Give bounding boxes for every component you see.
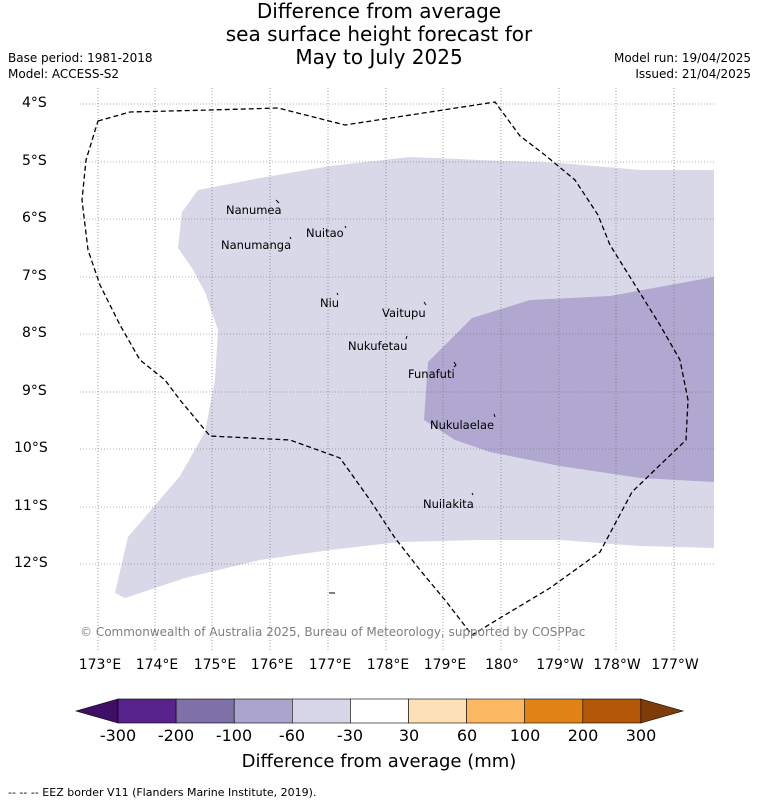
eez-border (81, 101, 689, 636)
lon-label: 177°E (308, 657, 352, 673)
lat-label: 4°S (22, 95, 47, 111)
lon-label: 176°E (250, 657, 294, 673)
lon-label: 180° (485, 657, 519, 673)
chart-title-line2: sea surface height forecast for (225, 22, 533, 46)
colorbar-label: -100 (215, 726, 253, 745)
model-run-text: Model run: 19/04/2025 (613, 51, 751, 65)
map-gridlines (80, 88, 714, 650)
lon-label: 174°E (135, 657, 179, 673)
chart-title-line3: May to July 2025 (295, 45, 463, 69)
lon-label: 175°E (193, 657, 237, 673)
colorbar-segment (582, 698, 642, 724)
island-label-nukufetau: Nukufetau (348, 339, 408, 353)
island-label-vaitupu: Vaitupu (382, 306, 426, 320)
lat-label: 7°S (22, 268, 47, 284)
colorbar-segment (350, 698, 409, 724)
anomaly-region-dark (424, 277, 714, 482)
island-markers (275, 199, 496, 594)
island-label-nukulaelae: Nukulaelae (430, 418, 495, 432)
colorbar-label: -30 (336, 726, 364, 745)
lat-label: 6°S (22, 210, 47, 226)
colorbar-title: Difference from average (mm) (241, 751, 517, 772)
island-label-nanumanga: Nanumanga (221, 238, 292, 252)
lon-label: 178°E (366, 657, 410, 673)
colorbar-segment (233, 698, 293, 724)
chart-title-line1: Difference from average (256, 0, 502, 23)
colorbar-label: -200 (157, 726, 195, 745)
colorbar-label: -60 (278, 726, 306, 745)
lat-label: 11°S (14, 498, 48, 514)
island-label-niu: Niu (320, 296, 340, 310)
lat-label: 12°S (14, 555, 48, 571)
base-period-text: Base period: 1981-2018 (8, 51, 153, 65)
colorbar-segment (117, 698, 177, 724)
colorbar-label: 60 (456, 726, 478, 745)
colorbar-segment (524, 698, 584, 724)
colorbar-label: 200 (567, 726, 599, 745)
issued-text: Issued: 21/04/2025 (635, 67, 751, 81)
lon-label: 179°W (536, 657, 584, 673)
lat-label: 5°S (22, 153, 47, 169)
colorbar-segment (175, 698, 235, 724)
colorbar-label: -300 (99, 726, 137, 745)
colorbar-segment (408, 698, 467, 724)
lat-label: 10°S (14, 440, 48, 456)
lat-label: 9°S (22, 383, 47, 399)
lon-label: 173°E (78, 657, 122, 673)
colorbar-extend-high (640, 698, 685, 724)
colorbar-segment (291, 698, 351, 724)
copyright-text: © Commonwealth of Australia 2025, Bureau… (80, 625, 586, 639)
eez-footnote: -- -- -- EEZ border V11 (Flanders Marine… (8, 786, 317, 799)
colorbar-label: 300 (625, 726, 657, 745)
island-label-nuilakita: Nuilakita (423, 497, 474, 511)
anomaly-region-light (115, 157, 714, 598)
lon-label: 178°W (593, 657, 641, 673)
island-label-funafuti: Funafuti (408, 367, 455, 381)
colorbar-extend-low (74, 698, 119, 724)
colorbar-segment (466, 698, 526, 724)
colorbar-label: 100 (509, 726, 541, 745)
lon-label: 177°W (651, 657, 699, 673)
island-label-nuitao: Nuitao (306, 226, 344, 240)
island-label-nanumea: Nanumea (226, 203, 282, 217)
lat-label: 8°S (22, 325, 47, 341)
lon-label: 179°E (423, 657, 467, 673)
model-text: Model: ACCESS-S2 (8, 67, 120, 81)
colorbar-label: 30 (398, 726, 420, 745)
